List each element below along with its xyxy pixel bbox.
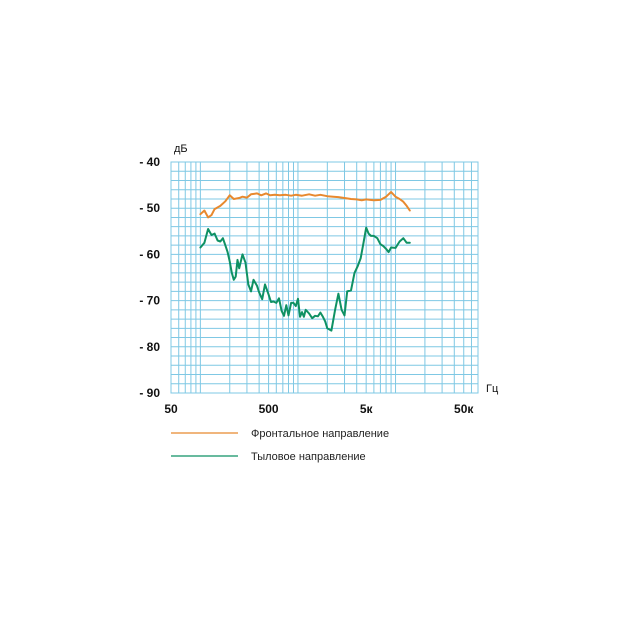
x-tick-label: 50 (164, 402, 178, 416)
x-axis-ticks: 50 500 5к 50к (164, 402, 474, 416)
y-axis-unit-label: дБ (174, 143, 188, 155)
y-axis-ticks: - 40 - 50 - 60 - 70 - 80 - 90 (139, 155, 160, 400)
x-axis-unit-label: Гц (486, 383, 499, 395)
legend: Фронтальное направление Тыловое направле… (171, 428, 389, 463)
series-line-front (199, 191, 411, 219)
chart-grid (170, 161, 479, 394)
series-line-rear (199, 226, 411, 332)
y-tick-label: - 70 (139, 294, 160, 308)
y-tick-label: - 90 (139, 386, 160, 400)
y-tick-label: - 60 (139, 247, 160, 261)
x-tick-label: 50к (454, 402, 474, 416)
x-tick-label: 500 (259, 402, 279, 416)
y-tick-label: - 40 (139, 155, 160, 169)
series-layer (199, 191, 411, 332)
y-tick-label: - 80 (139, 340, 160, 354)
legend-label-rear: Тыловое направление (251, 451, 366, 463)
legend-label-front: Фронтальное направление (251, 428, 389, 440)
y-tick-label: - 50 (139, 201, 160, 215)
plot-frame (170, 161, 479, 394)
x-tick-label: 5к (360, 402, 374, 416)
